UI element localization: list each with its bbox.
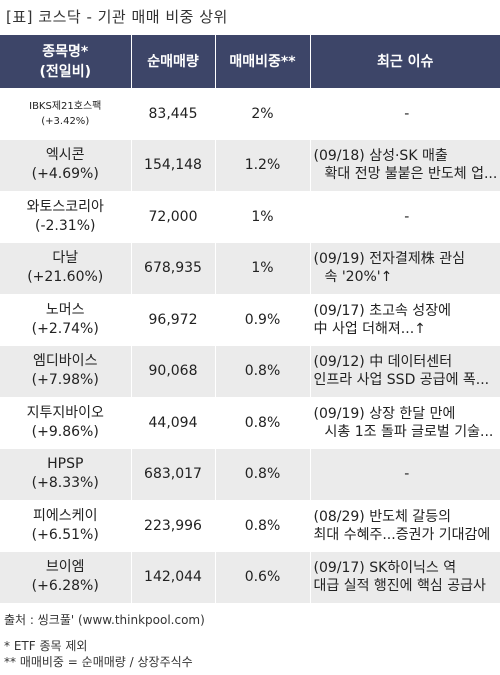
issue-line-1: (09/19) 상장 한달 만에 bbox=[313, 405, 456, 422]
net-volume-cell: 90,068 bbox=[131, 345, 216, 397]
trading-ratio-cell: 1% bbox=[215, 242, 311, 294]
header-name: 종목명* (전일비) bbox=[0, 35, 132, 88]
issue-line-2: 확대 전망 불붙은 반도체 업... bbox=[324, 166, 498, 183]
source-note: 출처 : 씽크풀' (www.thinkpool.com) bbox=[4, 613, 205, 627]
net-volume-cell: 154,148 bbox=[131, 139, 216, 191]
table-row: 노머스 (+2.74%) 96,972 0.9% (09/17) 초고속 성장에 中 사업… bbox=[0, 294, 500, 346]
stock-change: (+21.60%) bbox=[27, 269, 104, 286]
stock-change: (-2.31%) bbox=[35, 217, 96, 234]
table-row: IBKS제21호스팩 (+3.42%) 83,445 2% - bbox=[0, 88, 500, 140]
trading-ratio-cell: 1.2% bbox=[215, 139, 311, 191]
footnote-ratio: ** 매매비중 = 순매매량 / 상장주식수 bbox=[4, 655, 193, 669]
header-row: 종목명* (전일비) 순매매량 매매비중** 최근 이슈 bbox=[0, 35, 500, 88]
stock-name-cell: 엑시콘 (+4.69%) bbox=[0, 139, 132, 191]
issue-text: - bbox=[404, 208, 410, 225]
trading-ratio-cell: 0.9% bbox=[215, 294, 311, 346]
stock-change: (+6.51%) bbox=[31, 526, 99, 543]
issue-line-1: (09/17) 초고속 성장에 bbox=[313, 302, 451, 319]
recent-issue-cell: (09/19) 전자결제株 관심 속 '20%'↑ bbox=[310, 242, 500, 294]
trading-ratio-cell: 0.8% bbox=[215, 448, 311, 500]
stock-name: 피에스케이 bbox=[33, 507, 98, 524]
stock-change: (+8.33%) bbox=[31, 475, 99, 492]
stock-name-cell: 노머스 (+2.74%) bbox=[0, 294, 132, 346]
net-volume-cell: 142,044 bbox=[131, 551, 216, 603]
stock-name: IBKS제21호스팩 bbox=[29, 100, 102, 112]
stock-name: 엑시콘 bbox=[45, 147, 85, 164]
stock-change: (+4.69%) bbox=[31, 166, 99, 183]
net-volume-cell: 44,094 bbox=[131, 397, 216, 449]
issue-line-1: (09/18) 삼성·SK 매출 bbox=[313, 148, 448, 165]
table-row: 피에스케이 (+6.51%) 223,996 0.8% (08/29) 반도체 갈등의 최… bbox=[0, 500, 500, 552]
stock-change: (+7.98%) bbox=[31, 372, 99, 389]
stock-change: (+6.28%) bbox=[31, 578, 99, 595]
stock-name: 와토스코리아 bbox=[26, 198, 104, 215]
net-volume-cell: 678,935 bbox=[131, 242, 216, 294]
stock-name: 다날 bbox=[52, 250, 79, 267]
net-volume-cell: 96,972 bbox=[131, 294, 216, 346]
net-volume-cell: 72,000 bbox=[131, 191, 216, 243]
table-row: 엠디바이스 (+7.98%) 90,068 0.8% (09/12) 中 데이터센터 인프… bbox=[0, 345, 500, 397]
table-row: 지투지바이오 (+9.86%) 44,094 0.8% (09/19) 상장 한달 만에… bbox=[0, 397, 500, 449]
trading-ratio-cell: 1% bbox=[215, 191, 311, 243]
table-row: HPSP (+8.33%) 683,017 0.8% - bbox=[0, 448, 500, 500]
trading-ratio-cell: 0.6% bbox=[215, 551, 311, 603]
issue-line-2: 최대 수혜주...증권가 기대감에 bbox=[313, 526, 491, 543]
stock-name-cell: 와토스코리아 (-2.31%) bbox=[0, 191, 132, 243]
recent-issue-cell: - bbox=[310, 448, 500, 500]
issue-text: - bbox=[404, 466, 410, 483]
trading-ratio-cell: 0.8% bbox=[215, 397, 311, 449]
table-title: [표] 코스닥 - 기관 매매 비중 상위 bbox=[6, 8, 228, 26]
trading-ratio-cell: 0.8% bbox=[215, 500, 311, 552]
trading-ratio-cell: 0.8% bbox=[215, 345, 311, 397]
stock-name: 엠디바이스 bbox=[33, 353, 98, 370]
stock-change: (+2.74%) bbox=[31, 320, 99, 337]
institution-trading-table: 종목명* (전일비) 순매매량 매매비중** 최근 이슈 IBKS제21호스팩 (… bbox=[0, 35, 500, 603]
net-volume-cell: 83,445 bbox=[131, 88, 216, 140]
recent-issue-cell: (09/19) 상장 한달 만에 시총 1조 돌파 글로벌 기술... bbox=[310, 397, 500, 449]
recent-issue-cell: (09/18) 삼성·SK 매출 확대 전망 불붙은 반도체 업... bbox=[310, 139, 500, 191]
stock-name-cell: 엠디바이스 (+7.98%) bbox=[0, 345, 132, 397]
recent-issue-cell: - bbox=[310, 88, 500, 140]
table-row: 와토스코리아 (-2.31%) 72,000 1% - bbox=[0, 191, 500, 243]
recent-issue-cell: (09/17) 초고속 성장에 中 사업 더해져...↑ bbox=[310, 294, 500, 346]
table-row: 브이엠 (+6.28%) 142,044 0.6% (09/17) SK하이닉스 역 대급… bbox=[0, 551, 500, 603]
recent-issue-cell: (09/17) SK하이닉스 역 대급 실적 행진에 핵심 공급사 bbox=[310, 551, 500, 603]
header-qty: 순매매량 bbox=[131, 35, 216, 88]
table-row: 엑시콘 (+4.69%) 154,148 1.2% (09/18) 삼성·SK 매출 확대… bbox=[0, 139, 500, 191]
net-volume-cell: 223,996 bbox=[131, 500, 216, 552]
recent-issue-cell: - bbox=[310, 191, 500, 243]
stock-name: 지투지바이오 bbox=[26, 404, 104, 421]
stock-name-cell: IBKS제21호스팩 (+3.42%) bbox=[0, 88, 132, 140]
issue-line-2: 中 사업 더해져...↑ bbox=[313, 320, 426, 337]
footnote-etf: * ETF 종목 제외 bbox=[4, 639, 88, 653]
recent-issue-cell: (08/29) 반도체 갈등의 최대 수혜주...증권가 기대감에 bbox=[310, 500, 500, 552]
recent-issue-cell: (09/12) 中 데이터센터 인프라 사업 SSD 공급에 폭... bbox=[310, 345, 500, 397]
stock-name-cell: HPSP (+8.33%) bbox=[0, 448, 132, 500]
issue-line-1: (08/29) 반도체 갈등의 bbox=[313, 508, 451, 525]
stock-name-cell: 다날 (+21.60%) bbox=[0, 242, 132, 294]
issue-line-2: 대급 실적 행진에 핵심 공급사 bbox=[313, 578, 486, 595]
header-ratio: 매매비중** bbox=[215, 35, 311, 88]
stock-name-cell: 브이엠 (+6.28%) bbox=[0, 551, 132, 603]
stock-name: 브이엠 bbox=[45, 559, 85, 576]
net-volume-cell: 683,017 bbox=[131, 448, 216, 500]
stock-name: 노머스 bbox=[45, 301, 85, 318]
issue-line-2: 속 '20%'↑ bbox=[324, 269, 393, 286]
stock-name-cell: 지투지바이오 (+9.86%) bbox=[0, 397, 132, 449]
stock-name-cell: 피에스케이 (+6.51%) bbox=[0, 500, 132, 552]
trading-ratio-cell: 2% bbox=[215, 88, 311, 140]
issue-line-1: (09/17) SK하이닉스 역 bbox=[313, 560, 457, 577]
stock-change: (+3.42%) bbox=[41, 115, 90, 127]
issue-line-1: (09/19) 전자결제株 관심 bbox=[313, 251, 465, 268]
table-row: 다날 (+21.60%) 678,935 1% (09/19) 전자결제株 관심 속 '2… bbox=[0, 242, 500, 294]
stock-name: HPSP bbox=[47, 456, 84, 473]
issue-line-1: (09/12) 中 데이터센터 bbox=[313, 354, 453, 371]
issue-text: - bbox=[404, 105, 410, 122]
issue-line-2: 시총 1조 돌파 글로벌 기술... bbox=[324, 423, 494, 440]
header-issue: 최근 이슈 bbox=[310, 35, 500, 88]
issue-line-2: 인프라 사업 SSD 공급에 폭... bbox=[313, 372, 490, 389]
stock-change: (+9.86%) bbox=[31, 423, 99, 440]
